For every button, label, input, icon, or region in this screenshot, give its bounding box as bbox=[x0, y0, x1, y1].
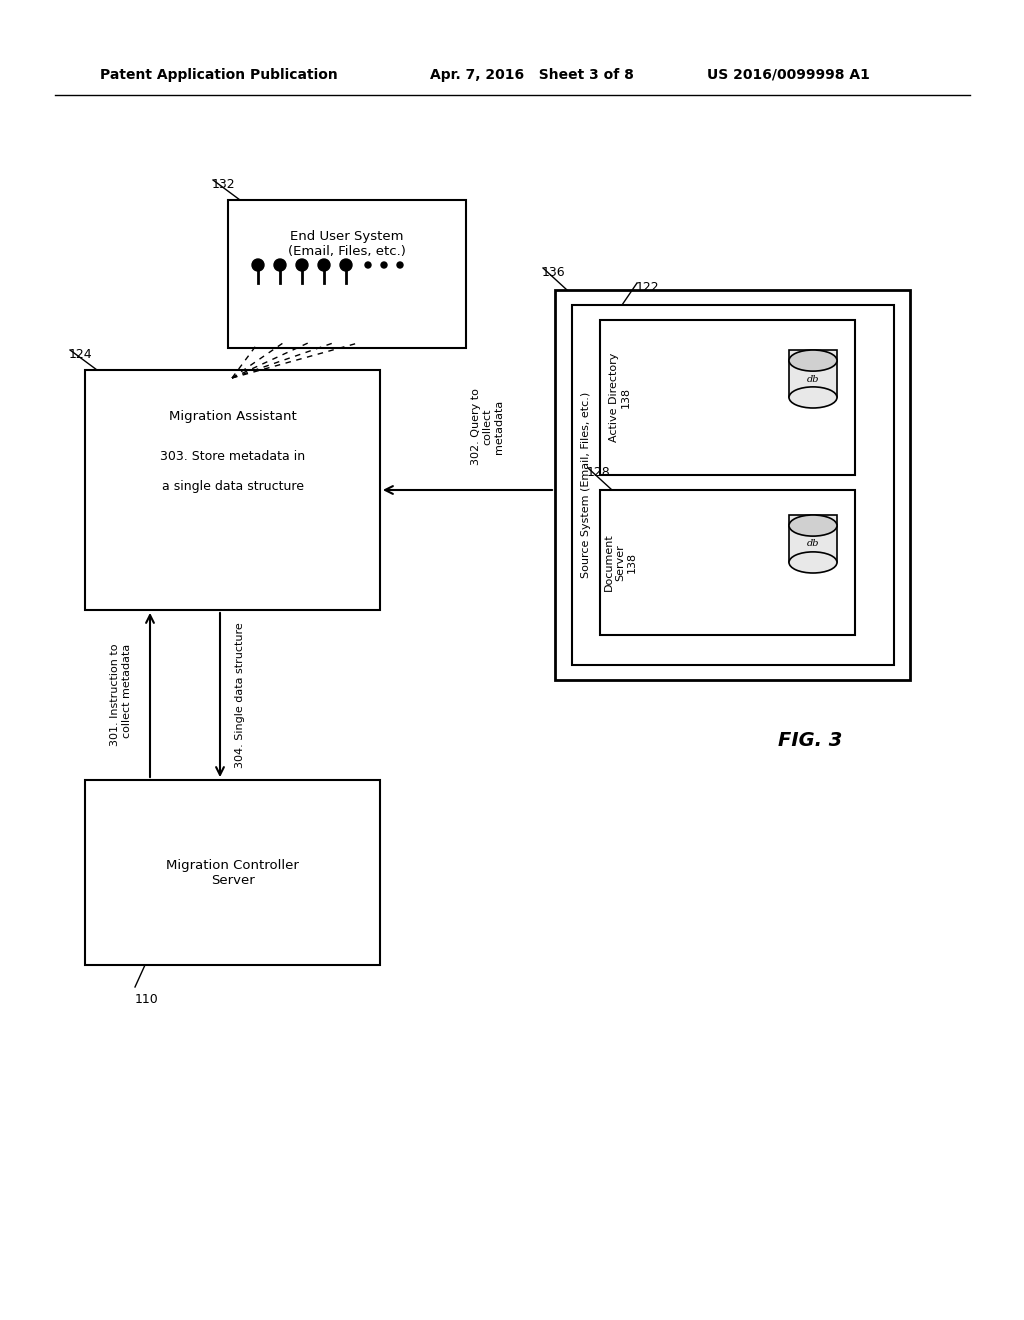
Circle shape bbox=[252, 259, 264, 271]
Text: 128: 128 bbox=[587, 466, 610, 479]
Text: End User System
(Email, Files, etc.): End User System (Email, Files, etc.) bbox=[288, 230, 406, 257]
Text: 124: 124 bbox=[69, 348, 92, 360]
Text: 301. Instruction to
collect metadata: 301. Instruction to collect metadata bbox=[111, 644, 132, 746]
Text: db: db bbox=[807, 375, 819, 384]
Text: Apr. 7, 2016   Sheet 3 of 8: Apr. 7, 2016 Sheet 3 of 8 bbox=[430, 69, 634, 82]
Bar bbox=[85, 370, 380, 610]
Text: 110: 110 bbox=[135, 993, 159, 1006]
Text: Active Directory
138: Active Directory 138 bbox=[609, 352, 631, 442]
Circle shape bbox=[296, 259, 308, 271]
Ellipse shape bbox=[790, 552, 837, 573]
Bar bbox=[600, 319, 855, 475]
Ellipse shape bbox=[790, 515, 837, 536]
Circle shape bbox=[318, 259, 330, 271]
Text: Migration Assistant: Migration Assistant bbox=[169, 411, 296, 422]
Bar bbox=[572, 305, 894, 665]
Text: 302. Query to
collect
metadata: 302. Query to collect metadata bbox=[471, 388, 504, 465]
Ellipse shape bbox=[790, 350, 837, 371]
Text: Source System (Email, Files, etc.): Source System (Email, Files, etc.) bbox=[581, 392, 591, 578]
Bar bbox=[228, 201, 466, 348]
Text: Patent Application Publication: Patent Application Publication bbox=[100, 69, 338, 82]
Ellipse shape bbox=[790, 387, 837, 408]
Text: US 2016/0099998 A1: US 2016/0099998 A1 bbox=[708, 69, 870, 82]
Circle shape bbox=[365, 261, 371, 268]
Bar bbox=[600, 490, 855, 635]
Circle shape bbox=[397, 261, 403, 268]
Bar bbox=[790, 350, 837, 397]
Text: 132: 132 bbox=[212, 178, 236, 191]
Text: 122: 122 bbox=[636, 281, 659, 294]
Text: 303. Store metadata in: 303. Store metadata in bbox=[160, 450, 305, 463]
Circle shape bbox=[274, 259, 286, 271]
Text: a single data structure: a single data structure bbox=[162, 480, 303, 492]
Text: db: db bbox=[807, 540, 819, 549]
Text: 136: 136 bbox=[542, 267, 565, 279]
Text: Migration Controller
Server: Migration Controller Server bbox=[166, 858, 299, 887]
Bar bbox=[85, 780, 380, 965]
Circle shape bbox=[340, 259, 352, 271]
Text: Document
Server
138: Document Server 138 bbox=[603, 533, 637, 591]
Text: 304. Single data structure: 304. Single data structure bbox=[234, 622, 245, 768]
Circle shape bbox=[381, 261, 387, 268]
Text: FIG. 3: FIG. 3 bbox=[778, 730, 842, 750]
Bar bbox=[790, 515, 837, 562]
Bar bbox=[555, 290, 910, 680]
